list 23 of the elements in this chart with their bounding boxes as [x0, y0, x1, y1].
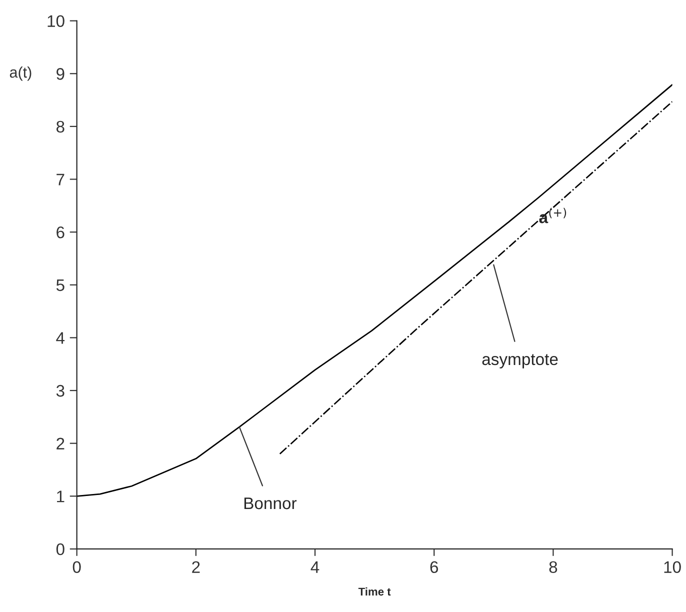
- x-tick-label: 0: [72, 561, 81, 574]
- y-tick-label: 10: [48, 15, 64, 28]
- y-tick-label: 2: [56, 438, 64, 450]
- annotation: a$^{(+)}$: [539, 208, 566, 224]
- y-tick-label: 1: [57, 490, 64, 502]
- x-tick-label: 10: [664, 561, 681, 574]
- y-tick-label: 3: [56, 384, 64, 397]
- y-tick-label: 7: [56, 174, 64, 186]
- y-tick-label: 9: [56, 68, 64, 80]
- y-tick-label: 4: [56, 332, 65, 344]
- x-tick-label: 4: [310, 561, 320, 573]
- y-axis-title: a(t): [10, 66, 32, 81]
- annotation: asymptote: [482, 354, 558, 368]
- y-tick-label: 0: [56, 543, 64, 556]
- y-tick-label: 6: [56, 226, 64, 238]
- x-tick-label: 6: [430, 561, 438, 574]
- annotation: Bonnor: [244, 498, 297, 510]
- y-tick-label: 5: [56, 279, 64, 292]
- x-tick-label: 8: [549, 561, 558, 574]
- line-series: [76, 84, 672, 497]
- x-tick-label: 2: [192, 561, 200, 573]
- y-tick-label: 8: [56, 120, 64, 133]
- x-axis-title: Time t: [358, 587, 391, 596]
